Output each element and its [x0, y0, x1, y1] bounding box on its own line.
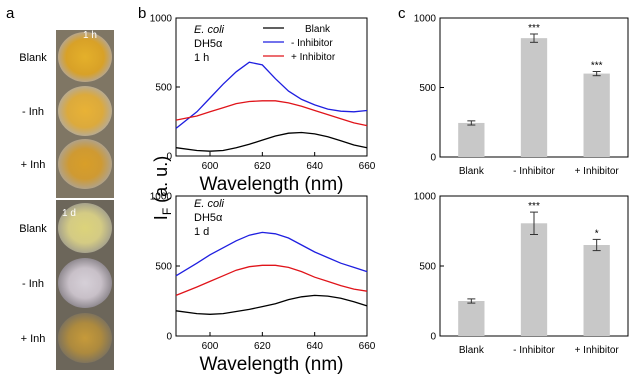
legend-label-minus: - Inhibitor [291, 38, 333, 49]
significance-1d-2: * [595, 228, 599, 239]
bar-1h-0 [458, 122, 485, 157]
series-line-1d-1 [175, 231, 368, 277]
bar-category-label-1h-0: Blank [459, 166, 485, 177]
legend-label-plus: + Inhibitor [291, 52, 336, 63]
y-tick-label-1h-0: 0 [166, 152, 172, 163]
row-label-minus-top: - Inh [22, 106, 44, 118]
y-tick-label-1h-2: 1000 [150, 14, 173, 25]
spectra-y-label: IF (a. u.) [151, 156, 174, 220]
x-tick-label-1d-3: 660 [359, 341, 376, 352]
annotation-organism-1h: E. coli [194, 24, 225, 36]
bar-category-label-1h-1: - Inhibitor [513, 166, 555, 177]
bar-1d-1 [520, 223, 548, 336]
bar-y-tick-label-1d-1: 500 [419, 262, 436, 273]
x-tick-label-1d-1: 620 [254, 341, 271, 352]
panel-a: a 1 h 1 d Blank - Inh + Inh Blank - Inh … [6, 5, 114, 370]
bar-y-tick-label-1h-1: 500 [419, 83, 436, 94]
bar-1d-2 [583, 245, 610, 336]
bar-chart-1d: 0 500 1000 Blank *** - Inhibitor * + Inhibitor [414, 192, 629, 356]
x-tick-label-1h-3: 660 [359, 161, 376, 172]
significance-1h-2: *** [591, 61, 603, 72]
y-tick-label-1d-1: 500 [155, 262, 172, 273]
legend: Blank - Inhibitor + Inhibitor [263, 24, 336, 63]
x-axis-title-1h: Wavelength (nm) [200, 174, 344, 195]
panel-c: c 0 500 1000 Blank *** - Inhibitor *** + Inhibi… [398, 5, 629, 356]
bar-y-tick-label-1d-0: 0 [430, 332, 436, 343]
series-line-1h-1 [175, 61, 368, 129]
panel-b: b IF (a. u.) 0 500 1000 600 620 640 660 Wavelen… [138, 5, 376, 375]
bar-category-label-1d-2: + Inhibitor [575, 345, 620, 356]
annotation-organism-1d: E. coli [194, 198, 225, 210]
x-axis-title-1d: Wavelength (nm) [200, 354, 344, 375]
x-tick-label-1h-1: 620 [254, 161, 271, 172]
y-tick-label-1d-2: 1000 [150, 192, 173, 203]
well-top-blank [58, 32, 112, 82]
bar-1h-2 [583, 73, 610, 157]
bar-category-label-1h-2: + Inhibitor [575, 166, 620, 177]
row-label-plus-top: + Inh [21, 159, 46, 171]
bar-1d-0 [458, 301, 485, 336]
annotation-time-1h: 1 h [194, 52, 209, 64]
panel-label-a: a [6, 5, 15, 22]
significance-1d-1: *** [528, 201, 540, 212]
annotation-time-1d: 1 d [194, 226, 209, 238]
panel-label-b: b [138, 5, 146, 22]
row-label-minus-bottom: - Inh [22, 278, 44, 290]
x-tick-label-1h-2: 640 [306, 161, 323, 172]
well-bottom-minus [58, 258, 112, 308]
row-label-blank-bottom: Blank [19, 223, 47, 235]
well-top-minus [58, 86, 112, 136]
bar-category-label-1d-0: Blank [459, 345, 485, 356]
series-line-1h-2 [175, 100, 368, 127]
y-tick-label-1d-0: 0 [166, 332, 172, 343]
y-label-sub: F [160, 208, 174, 215]
series-line-1h-0 [175, 131, 368, 152]
bar-y-tick-label-1h-0: 0 [430, 153, 436, 164]
photo-time-bottom: 1 d [62, 208, 76, 219]
series-line-1d-0 [175, 294, 368, 315]
row-label-plus-bottom: + Inh [21, 333, 46, 345]
y-label-unit: (a. u.) [151, 156, 171, 208]
series-line-1d-2 [175, 264, 368, 297]
x-tick-label-1h-0: 600 [202, 161, 219, 172]
spectrum-chart-1h: 0 500 1000 600 620 640 660 Wavelength (nm) [150, 14, 376, 196]
x-tick-label-1d-0: 600 [202, 341, 219, 352]
annotation-strain-1d: DH5α [194, 212, 223, 224]
photo-time-top: 1 h [83, 30, 97, 41]
bar-1h-1 [520, 38, 548, 157]
y-tick-label-1h-1: 500 [155, 83, 172, 94]
bar-y-tick-label-1d-2: 1000 [414, 192, 437, 203]
spectrum-chart-1d: 0 500 1000 600 620 640 660 Wavelength (nm) [150, 192, 376, 375]
annotation-strain-1h: DH5α [194, 38, 223, 50]
significance-1h-1: *** [528, 23, 540, 34]
bar-y-tick-label-1h-2: 1000 [414, 14, 437, 25]
bar-chart-1h: 0 500 1000 Blank *** - Inhibitor *** + Inhibito… [414, 14, 629, 177]
well-top-plus [58, 139, 112, 189]
well-bottom-plus [58, 313, 112, 363]
panel-label-c: c [398, 5, 406, 22]
legend-label-blank: Blank [305, 24, 331, 35]
well-bottom-blank [58, 203, 112, 253]
row-label-blank-top: Blank [19, 52, 47, 64]
bar-category-label-1d-1: - Inhibitor [513, 345, 555, 356]
x-tick-label-1d-2: 640 [306, 341, 323, 352]
y-label-main: I [151, 215, 171, 220]
